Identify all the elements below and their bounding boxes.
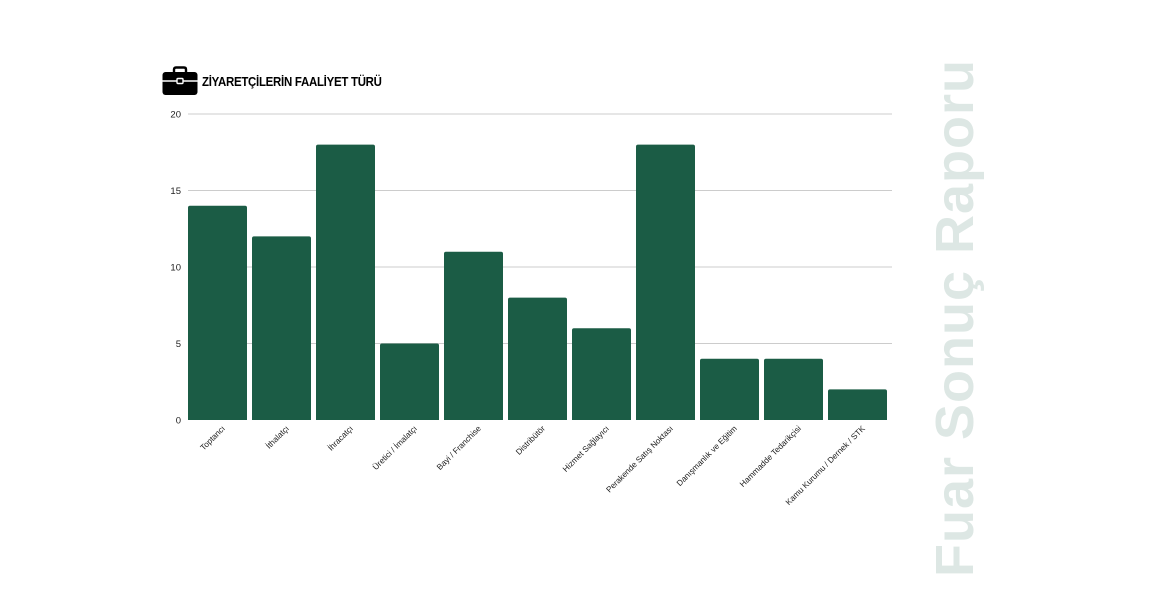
x-tick-label: İthalatçı (264, 423, 291, 450)
bar (380, 343, 439, 420)
x-tick-label: Distribütör (514, 424, 547, 457)
chart-header: ZİYARETÇİLERİN FAALİYET TÜRÜ (162, 66, 406, 96)
x-tick-label: Danışmanlık ve Eğitim (675, 424, 739, 488)
bar (252, 236, 311, 420)
bar (572, 328, 631, 420)
bar (764, 358, 823, 420)
y-tick-label: 0 (176, 416, 181, 427)
bar (188, 205, 247, 420)
x-tick-label: Toptancı (199, 424, 227, 452)
y-tick-label: 20 (170, 110, 181, 121)
x-tick-label: Üretici / İmalatçı (370, 423, 419, 472)
x-tick-label: İhracatçı (326, 423, 355, 452)
bar (828, 389, 887, 420)
bar (508, 297, 567, 420)
bar (316, 144, 375, 420)
y-tick-label: 5 (176, 339, 181, 350)
bar (444, 251, 503, 420)
chart-title: ZİYARETÇİLERİN FAALİYET TÜRÜ (202, 73, 382, 89)
y-tick-label: 10 (170, 263, 181, 274)
bar (636, 144, 695, 420)
x-tick-label: Perakende Satış Noktası (605, 424, 675, 494)
x-tick-label: Hammadde Tedarikçisi (738, 424, 803, 489)
x-tick-label: Hizmet Sağlayıcı (561, 424, 611, 474)
bar (700, 358, 759, 420)
briefcase-icon (162, 66, 198, 95)
watermark-text: Fuar Sonuç Raporu (925, 58, 985, 578)
y-tick-label: 15 (170, 186, 181, 197)
x-tick-label: Bayi / Franchise (435, 424, 483, 472)
